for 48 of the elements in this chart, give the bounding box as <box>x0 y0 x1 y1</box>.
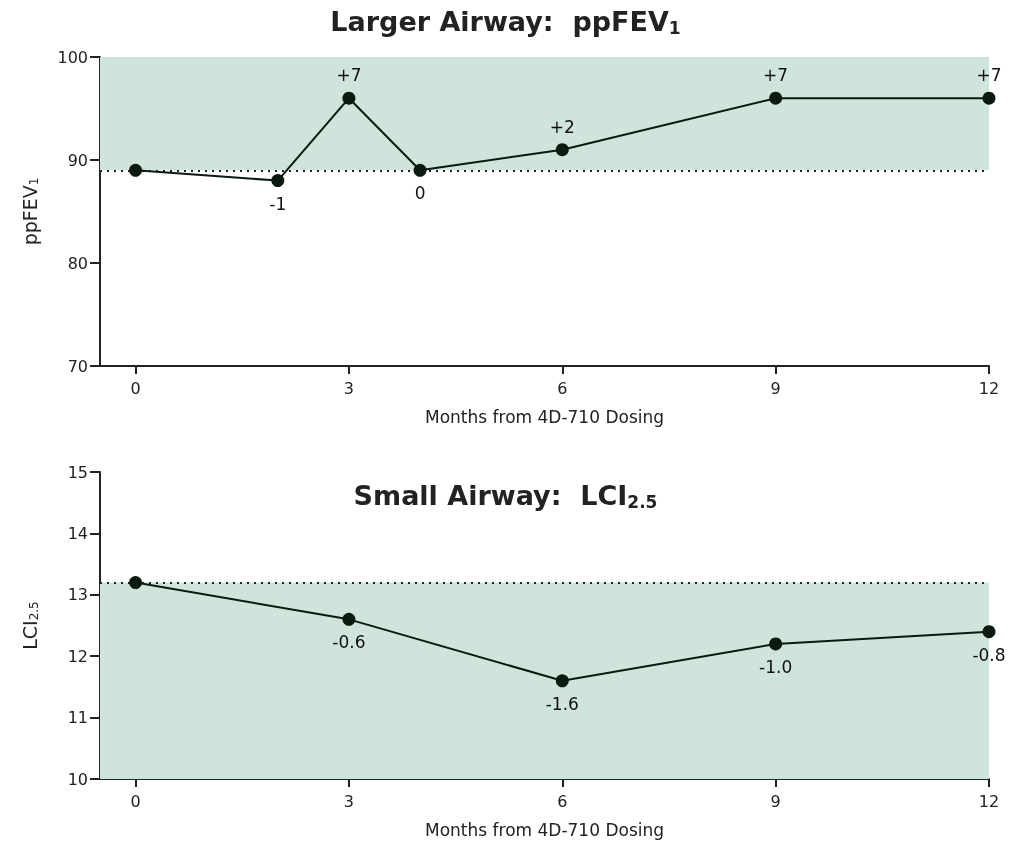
x-tick-label: 12 <box>978 791 1000 811</box>
point <box>769 637 783 651</box>
annotation: +7 <box>336 65 362 86</box>
annotation: -0.6 <box>332 632 366 653</box>
point <box>769 91 783 105</box>
x-tick-label: 6 <box>557 791 568 811</box>
x-tick-label: 3 <box>343 378 355 398</box>
x-tick-label: 9 <box>770 378 781 398</box>
y-tick-label: 90 <box>67 150 88 170</box>
annotation: 0 <box>414 183 426 204</box>
y-tick-label: 100 <box>57 47 88 67</box>
y-tick-label: 12 <box>67 646 88 666</box>
y-tick-label: 70 <box>67 356 88 376</box>
annotation: +7 <box>976 65 1002 86</box>
point <box>982 91 996 105</box>
y-tick-label: 13 <box>67 585 88 605</box>
y-tick-label: 15 <box>67 462 88 482</box>
x-tick-label: 12 <box>978 378 1000 398</box>
point <box>129 576 143 590</box>
x-axis-title: Months from 4D-710 Dosing <box>424 406 665 427</box>
x-axis-title: Months from 4D-710 Dosing <box>424 819 665 840</box>
annotation: -1 <box>269 193 287 214</box>
y-tick-label: 14 <box>67 523 88 543</box>
point <box>555 143 569 157</box>
x-tick-label: 9 <box>770 791 781 811</box>
y-tick-label: 80 <box>67 253 88 273</box>
point <box>413 163 427 177</box>
x-tick-label: 0 <box>130 378 141 398</box>
point <box>129 163 143 177</box>
annotation: +7 <box>763 65 789 86</box>
annotation: -0.8 <box>972 644 1006 665</box>
x-tick-label: 3 <box>343 791 355 811</box>
chart-title: Larger Airway: ppFEV1 <box>330 6 681 38</box>
point <box>342 612 356 626</box>
x-tick-label: 6 <box>557 378 568 398</box>
y-tick-label: 11 <box>67 708 88 728</box>
point <box>271 174 285 188</box>
y-axis-title: LCI2.5 <box>18 601 41 650</box>
chart-title: Small Airway: LCI2.5 <box>353 480 658 512</box>
point <box>982 625 996 639</box>
annotation: -1.6 <box>545 693 579 714</box>
point <box>555 674 569 688</box>
y-axis-title: ppFEV1 <box>18 177 41 246</box>
annotation: -1.0 <box>759 656 793 677</box>
annotation: +2 <box>549 116 575 137</box>
x-tick-label: 0 <box>130 791 141 811</box>
point <box>342 91 356 105</box>
y-tick-label: 10 <box>67 769 88 789</box>
